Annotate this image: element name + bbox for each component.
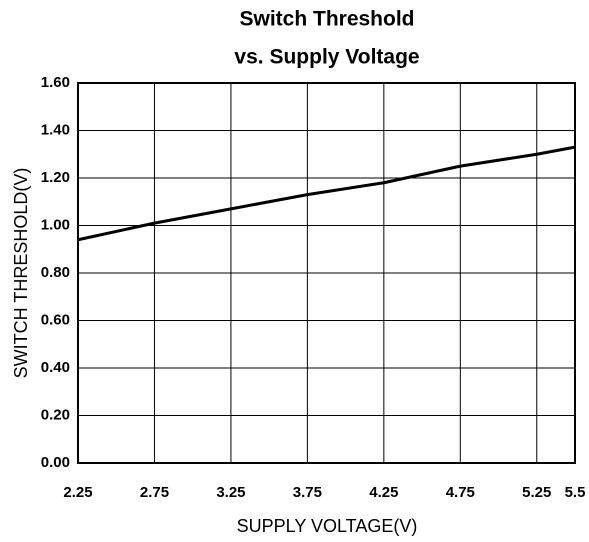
y-tick-label: 1.00 (41, 216, 70, 233)
y-tick-label: 0.40 (41, 359, 70, 376)
chart-subtitle: vs. Supply Voltage (234, 46, 419, 69)
plot-frame (77, 82, 576, 464)
y-tick-label: 0.00 (41, 454, 70, 471)
y-tick-label: 1.20 (41, 169, 70, 186)
y-tick-label: 0.60 (41, 311, 70, 328)
y-axis-label: SWITCH THRESHOLD(V) (11, 168, 31, 379)
y-tick-label: 0.20 (41, 406, 70, 423)
y-tick-label: 0.80 (41, 264, 70, 281)
x-tick-label: 3.25 (216, 484, 245, 501)
y-tick-label: 1.60 (41, 74, 70, 91)
x-tick-label: 4.25 (369, 484, 398, 501)
x-tick-label: 2.25 (63, 484, 92, 501)
x-tick-label: 5.25 (522, 484, 551, 501)
x-tick-label: 4.75 (446, 484, 475, 501)
data-line (77, 145, 576, 242)
y-tick-label: 1.40 (41, 121, 70, 138)
x-tick-label: 5.5 (565, 484, 586, 501)
chart-title: Switch Threshold (239, 8, 414, 31)
x-axis-label: SUPPLY VOLTAGE(V) (237, 516, 418, 536)
x-tick-label: 3.75 (293, 484, 322, 501)
x-tick-label: 2.75 (140, 484, 169, 501)
